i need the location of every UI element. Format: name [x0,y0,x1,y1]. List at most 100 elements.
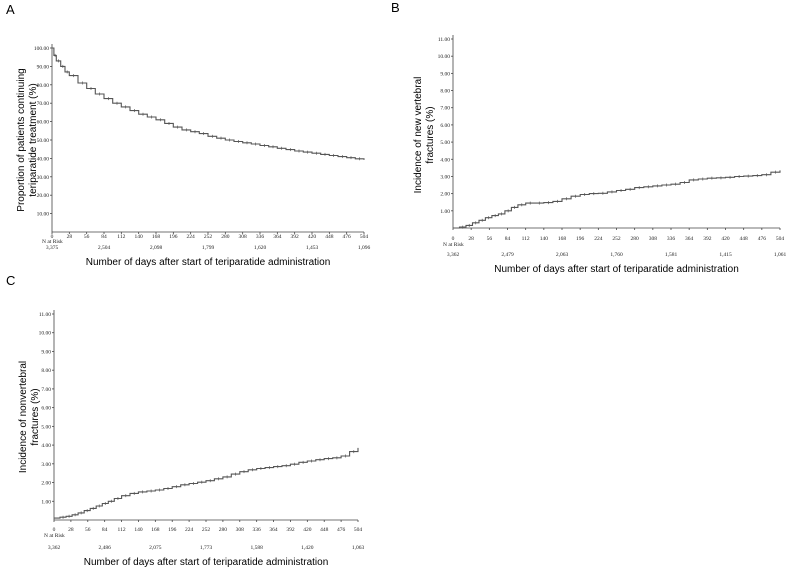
x-tick-label: 140 [134,527,143,533]
y-tick-label: 7.00 [41,387,51,393]
x-tick-label: 504 [354,527,363,533]
y-tick-label: 10.00 [37,212,50,218]
x-tick-label: 56 [84,234,90,240]
risk-value: 1,588 [250,545,263,551]
risk-value: 1,415 [719,252,732,258]
y-tick-label: 1.00 [440,209,450,215]
x-tick-label: 392 [703,236,712,242]
x-tick-label: 308 [649,236,658,242]
risk-value: 3,362 [447,252,460,258]
y-tick-label: 20.00 [37,193,50,199]
y-tick-label: 11.00 [438,37,450,43]
y-tick-label: 30.00 [37,175,50,181]
x-tick-label: 56 [487,236,493,242]
y-tick-label: 8.00 [440,89,450,95]
x-tick-label: 56 [85,527,91,533]
x-tick-label: 336 [253,527,262,533]
x-tick-label: 112 [118,527,126,533]
x-tick-label: 448 [325,234,334,240]
km-curve [54,447,359,519]
x-tick-label: 28 [468,236,474,242]
risk-value: 1,096 [358,245,371,251]
y-tick-label: 6.00 [41,406,51,412]
risk-value: 1,773 [200,545,213,551]
chart-panel-c: C 1.00 2.00 3.00 4.00 5.00 6.00 7.00 8.00 9.00 10.… [6,273,364,568]
risk-table-label: N at Risk [443,242,464,248]
y-axis-title: Incidence of nonvertebralfractures (%) [18,361,41,473]
x-tick-label: 84 [505,236,511,242]
x-tick-label: 476 [337,527,346,533]
panel-letter: A [6,2,15,17]
x-tick-label: 392 [286,527,295,533]
x-tick-label: 224 [185,527,194,533]
x-tick-label: 0 [51,234,54,240]
x-tick-label: 420 [303,527,312,533]
panel-letter: B [391,0,400,15]
x-tick-label: 336 [256,234,265,240]
risk-value: 3,375 [46,245,59,251]
x-tick-label: 336 [667,236,676,242]
risk-value: 2,075 [149,545,162,551]
x-tick-label: 84 [102,527,108,533]
y-tick-label: 5.00 [440,140,450,146]
y-tick-label: 9.00 [440,71,450,77]
x-tick-label: 140 [135,234,144,240]
y-tick-label: 2.00 [440,192,450,198]
x-tick-label: 364 [269,527,278,533]
y-tick-label: 50.00 [37,138,50,144]
x-tick-label: 420 [721,236,730,242]
y-tick-label: 8.00 [41,368,51,374]
y-tick-label: 6.00 [440,123,450,129]
x-tick-label: 224 [187,234,196,240]
y-tick-label: 7.00 [440,106,450,112]
x-tick-label: 420 [308,234,317,240]
x-tick-label: 168 [152,234,161,240]
y-tick-label: 70.00 [37,101,50,107]
y-tick-label: 40.00 [37,156,50,162]
x-axis-title: Number of days after start of teriparati… [86,257,331,268]
y-tick-label: 80.00 [37,83,50,89]
km-curve [453,170,781,229]
risk-value: 1,063 [352,545,365,551]
x-tick-label: 280 [219,527,228,533]
y-tick-label: 3.00 [41,462,51,468]
risk-value: 3,362 [48,545,61,551]
y-tick-label: 90.00 [37,64,50,70]
x-tick-label: 0 [53,527,56,533]
x-tick-label: 28 [67,234,73,240]
x-tick-label: 112 [522,236,530,242]
x-tick-label: 280 [221,234,230,240]
risk-value: 1,061 [774,252,787,258]
risk-value: 2,098 [150,245,163,251]
risk-table-label: N at Risk [42,239,63,245]
risk-value: 1,420 [301,545,314,551]
risk-value: 1,581 [665,252,678,258]
chart-panel-a: A 10.00 20.00 30.00 40.00 50.00 60.00 70.00 80.0… [6,2,370,268]
y-tick-label: 11.00 [39,312,51,318]
y-axis-title-line: fractures (%) [425,106,436,163]
y-tick-label: 100.00 [34,46,49,52]
x-tick-label: 504 [776,236,785,242]
panel-letter: C [6,273,15,288]
y-axis-title-line: teriparatide treatment (%) [28,83,39,196]
x-tick-label: 84 [101,234,107,240]
x-axis-title: Number of days after start of teriparati… [494,264,739,275]
x-tick-label: 0 [452,236,455,242]
risk-value: 1,453 [306,245,319,251]
y-axis-title: Incidence of new vertebralfractures (%) [413,77,436,194]
x-tick-label: 140 [540,236,549,242]
y-tick-label: 5.00 [41,424,51,430]
y-tick-label: 10.00 [438,54,451,60]
x-tick-label: 196 [576,236,585,242]
x-tick-label: 168 [558,236,567,242]
x-tick-label: 392 [291,234,300,240]
x-tick-label: 196 [168,527,177,533]
y-tick-label: 60.00 [37,120,50,126]
x-tick-label: 308 [239,234,248,240]
risk-table-label: N at Risk [44,533,65,539]
x-tick-label: 280 [631,236,640,242]
y-tick-label: 9.00 [41,349,51,355]
x-tick-label: 224 [594,236,603,242]
y-tick-label: 4.00 [41,443,51,449]
x-tick-label: 168 [151,527,160,533]
